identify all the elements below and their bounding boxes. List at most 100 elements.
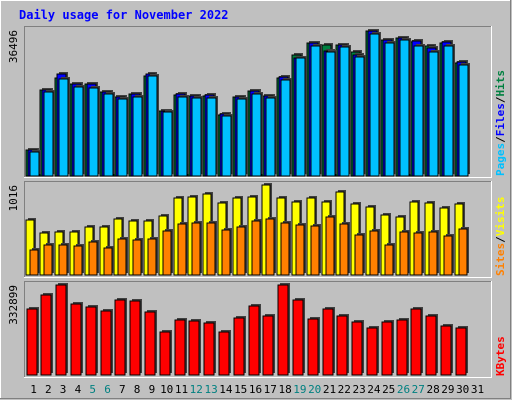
bar-pages-day-24 xyxy=(369,33,380,177)
bar-pages-day-9 xyxy=(147,75,158,177)
bar-kbytes-day-18 xyxy=(277,284,289,376)
bar-pages-day-19 xyxy=(295,57,306,177)
bar-kbytes-day-2 xyxy=(40,294,52,376)
day-label-27: 27 xyxy=(412,383,425,396)
day-label-6: 6 xyxy=(104,383,111,396)
bar-kbytes-day-24 xyxy=(366,327,378,376)
bar-sites-day-7 xyxy=(117,238,127,276)
bar-kbytes-day-14 xyxy=(218,331,230,376)
bar-pages-day-22 xyxy=(339,46,350,177)
bar-kbytes-day-28 xyxy=(425,315,437,376)
bar-kbytes-day-7 xyxy=(114,299,126,376)
bar-sites-day-28 xyxy=(428,231,438,276)
visits-y-max-label: 1016 xyxy=(7,185,20,212)
bar-kbytes-day-3 xyxy=(55,284,67,376)
day-label-12: 12 xyxy=(190,383,203,396)
x-axis-labels: 1 2 3 4 5 6 7 8 9 10 11 12 13 14 15 16 17 18 19 20 21 22 23 24 2… xyxy=(30,383,484,396)
bar-sites-day-18 xyxy=(280,222,290,276)
bar-kbytes-day-4 xyxy=(70,303,82,376)
day-label-31: 31 xyxy=(471,383,484,396)
day-label-11: 11 xyxy=(175,383,188,396)
day-label-24: 24 xyxy=(367,383,381,396)
bar-sites-day-17 xyxy=(265,218,275,276)
bar-kbytes-day-29 xyxy=(440,325,452,376)
bar-kbytes-day-12 xyxy=(188,320,200,376)
kbytes-y-max-label: 332899 xyxy=(7,285,20,325)
bar-sites-day-16 xyxy=(251,220,261,276)
bar-sites-day-8 xyxy=(132,239,142,276)
bar-kbytes-day-9 xyxy=(144,311,156,376)
bar-pages-day-11 xyxy=(177,96,188,177)
bar-pages-day-15 xyxy=(236,98,247,177)
bar-pages-day-21 xyxy=(325,51,336,177)
bar-kbytes-day-13 xyxy=(203,322,215,376)
bar-sites-day-27 xyxy=(413,232,423,276)
chart-title: Daily usage for November 2022 xyxy=(19,8,229,22)
bar-kbytes-day-5 xyxy=(85,306,97,376)
bar-sites-day-9 xyxy=(147,238,157,276)
bar-pages-day-26 xyxy=(399,39,410,177)
bar-pages-day-20 xyxy=(310,45,321,177)
bar-sites-day-6 xyxy=(103,247,113,276)
day-label-18: 18 xyxy=(278,383,291,396)
bar-pages-day-6 xyxy=(103,93,114,177)
bar-sites-day-15 xyxy=(236,226,246,276)
bar-kbytes-day-10 xyxy=(159,331,171,376)
day-label-3: 3 xyxy=(60,383,67,396)
bar-pages-day-1 xyxy=(29,151,40,177)
bar-sites-day-4 xyxy=(73,245,83,276)
bar-pages-day-2 xyxy=(43,91,54,177)
bar-sites-day-20 xyxy=(310,225,320,276)
day-label-14: 14 xyxy=(219,383,233,396)
bar-kbytes-day-30 xyxy=(455,327,467,376)
day-label-30: 30 xyxy=(456,383,469,396)
bar-pages-day-5 xyxy=(88,87,99,177)
day-label-15: 15 xyxy=(234,383,247,396)
bar-kbytes-day-1 xyxy=(26,308,38,376)
bar-kbytes-day-11 xyxy=(174,319,186,376)
day-label-23: 23 xyxy=(352,383,365,396)
bar-sites-day-26 xyxy=(399,231,409,276)
day-label-26: 26 xyxy=(397,383,410,396)
bar-pages-day-14 xyxy=(221,115,232,177)
kbytes-legend: KBytes xyxy=(494,336,507,376)
bar-sites-day-24 xyxy=(369,230,379,276)
day-label-28: 28 xyxy=(426,383,439,396)
bar-sites-day-23 xyxy=(354,234,364,276)
bar-kbytes-day-20 xyxy=(307,318,319,376)
day-label-1: 1 xyxy=(30,383,37,396)
bar-sites-day-2 xyxy=(43,244,53,276)
bar-sites-day-5 xyxy=(88,241,98,276)
bar-kbytes-day-16 xyxy=(248,305,260,376)
bar-pages-day-8 xyxy=(132,96,143,177)
bar-sites-day-21 xyxy=(325,216,335,276)
bar-kbytes-day-26 xyxy=(396,319,408,376)
bar-sites-day-29 xyxy=(443,235,453,276)
day-label-25: 25 xyxy=(382,383,395,396)
bar-pages-day-10 xyxy=(162,111,173,177)
bar-sites-day-1 xyxy=(29,249,39,276)
pages-files-hits-legend: Pages/Files/Hits xyxy=(494,70,507,176)
bar-sites-day-10 xyxy=(162,230,172,276)
day-label-17: 17 xyxy=(264,383,277,396)
bar-sites-day-3 xyxy=(58,244,68,276)
bar-sites-day-19 xyxy=(295,224,305,276)
day-label-2: 2 xyxy=(45,383,52,396)
bar-sites-day-22 xyxy=(339,223,349,276)
bar-pages-day-29 xyxy=(443,45,454,177)
day-label-13: 13 xyxy=(204,383,217,396)
sites-visits-legend: Sites/Visits xyxy=(494,197,507,277)
bar-kbytes-day-23 xyxy=(351,321,363,376)
bar-kbytes-day-8 xyxy=(129,300,141,376)
bar-kbytes-day-6 xyxy=(100,310,112,376)
bar-sites-day-25 xyxy=(384,244,394,276)
bar-kbytes-day-15 xyxy=(233,317,245,376)
bar-pages-day-25 xyxy=(384,42,395,177)
bar-pages-day-16 xyxy=(251,93,262,177)
bar-sites-day-30 xyxy=(458,228,468,276)
day-label-20: 20 xyxy=(308,383,321,396)
bar-pages-day-12 xyxy=(191,97,202,177)
bar-sites-day-14 xyxy=(221,229,231,276)
day-label-4: 4 xyxy=(75,383,82,396)
